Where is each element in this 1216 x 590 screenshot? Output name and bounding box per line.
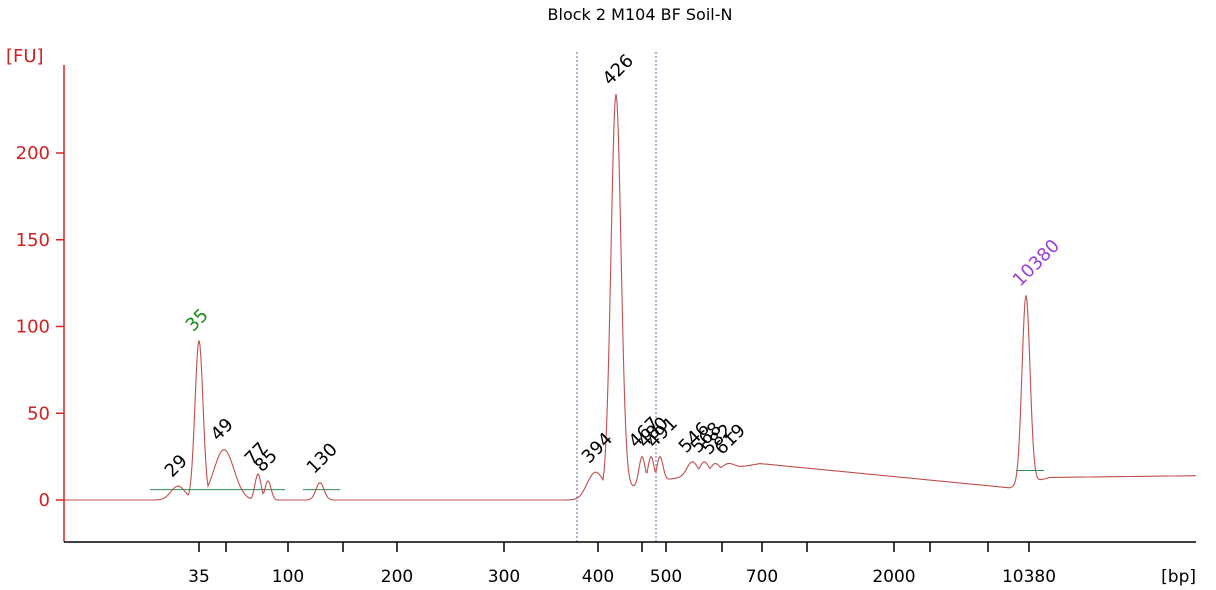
y-tick-label: 150	[16, 230, 50, 251]
y-tick-label: 100	[16, 317, 50, 338]
y-tick-label: 50	[27, 403, 50, 424]
peak-label: 130	[303, 439, 342, 478]
peak-baselines	[150, 470, 1044, 491]
x-tick-label: 400	[582, 567, 614, 587]
marker-lines	[576, 52, 657, 542]
y-tick-label: 200	[16, 143, 50, 164]
x-axis: [bp] 35 100 200 300 400 500 700 2000 10380	[64, 541, 1196, 587]
x-tick-label: 2000	[872, 567, 915, 587]
peak-label: 29	[161, 451, 192, 482]
chart-title: Block 2 M104 BF Soil-N	[548, 5, 733, 24]
x-tick-label: 35	[188, 567, 210, 587]
fluorescence-trace	[64, 93, 1196, 501]
x-tick-label: 700	[746, 567, 778, 587]
peak-label: 394	[578, 429, 617, 468]
peak-label: 49	[207, 414, 238, 445]
x-tick-label: 300	[488, 567, 520, 587]
peak-label: 35	[182, 305, 213, 336]
x-tick-label: 500	[650, 567, 682, 587]
y-axis: [FU] 0 50 100 150 200	[6, 46, 65, 542]
x-axis-unit-label: [bp]	[1161, 567, 1196, 587]
y-axis-unit-label: [FU]	[6, 46, 44, 67]
x-tick-label: 200	[381, 567, 413, 587]
x-tick-label: 10380	[1002, 567, 1056, 587]
x-tick-label: 100	[272, 567, 304, 587]
y-tick-label: 0	[39, 490, 50, 511]
peak-label: 10380	[1009, 235, 1064, 290]
peak-label: 426	[599, 50, 638, 89]
